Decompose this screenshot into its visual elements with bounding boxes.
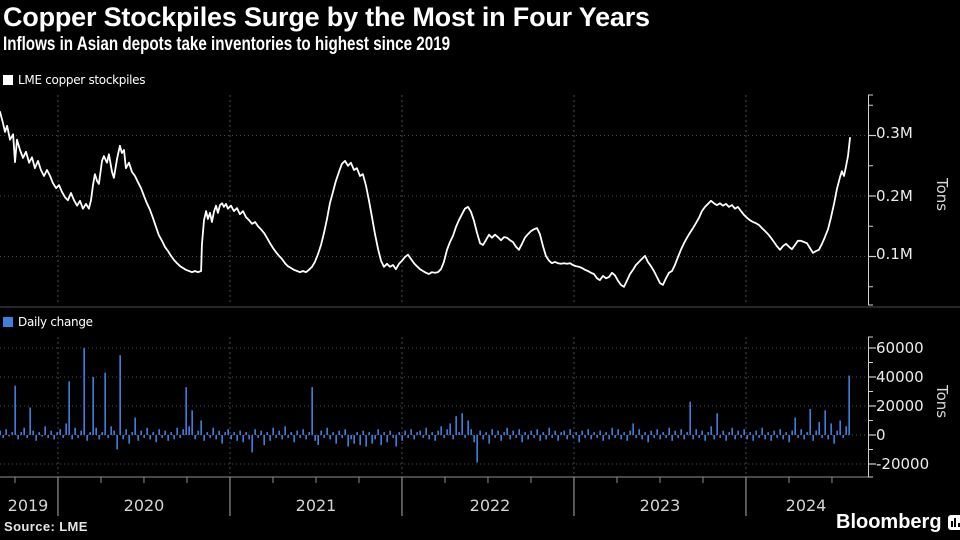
y-tick-label-03m: 0.3M <box>876 124 913 142</box>
y-tick-label-02m: 0.2M <box>876 187 913 205</box>
y-tick-label-20000: 20000 <box>876 397 924 415</box>
bloomberg-logo: Bloomberg <box>836 511 960 534</box>
page-title: Copper Stockpiles Surge by the Most in F… <box>3 2 650 32</box>
y-tick-label-60000: 60000 <box>876 339 924 357</box>
stockpiles-legend-label: LME copper stockpiles <box>18 73 146 87</box>
source-note: Source: LME <box>4 519 88 534</box>
daily-change-legend-swatch-icon <box>3 317 13 327</box>
year-label-2020: 2020 <box>123 496 165 515</box>
y-tick-label-neg20000: -20000 <box>876 455 930 473</box>
daily-change-legend-label: Daily change <box>18 315 93 329</box>
bloomberg-wordmark: Bloomberg <box>836 511 942 533</box>
year-label-2019: 2019 <box>7 496 49 515</box>
page-subtitle: Inflows in Asian depots take inventories… <box>3 34 451 55</box>
y-tick-label-01m: 0.1M <box>876 245 913 263</box>
y-tick-label-40000: 40000 <box>876 368 924 386</box>
year-label-2024: 2024 <box>785 496 827 515</box>
legend-stockpiles: LME copper stockpiles <box>3 73 146 87</box>
y-tick-label-0: 0 <box>876 426 886 444</box>
stockpiles-legend-swatch-icon <box>3 75 13 85</box>
year-label-2021: 2021 <box>295 496 337 515</box>
daily-change-axis-title: Tons <box>933 385 951 419</box>
year-label-2023: 2023 <box>639 496 681 515</box>
stockpiles-axis-title: Tons <box>933 178 951 212</box>
bloomberg-terminal-icon <box>947 515 960 530</box>
legend-daily-change: Daily change <box>3 315 93 329</box>
year-label-2022: 2022 <box>469 496 511 515</box>
